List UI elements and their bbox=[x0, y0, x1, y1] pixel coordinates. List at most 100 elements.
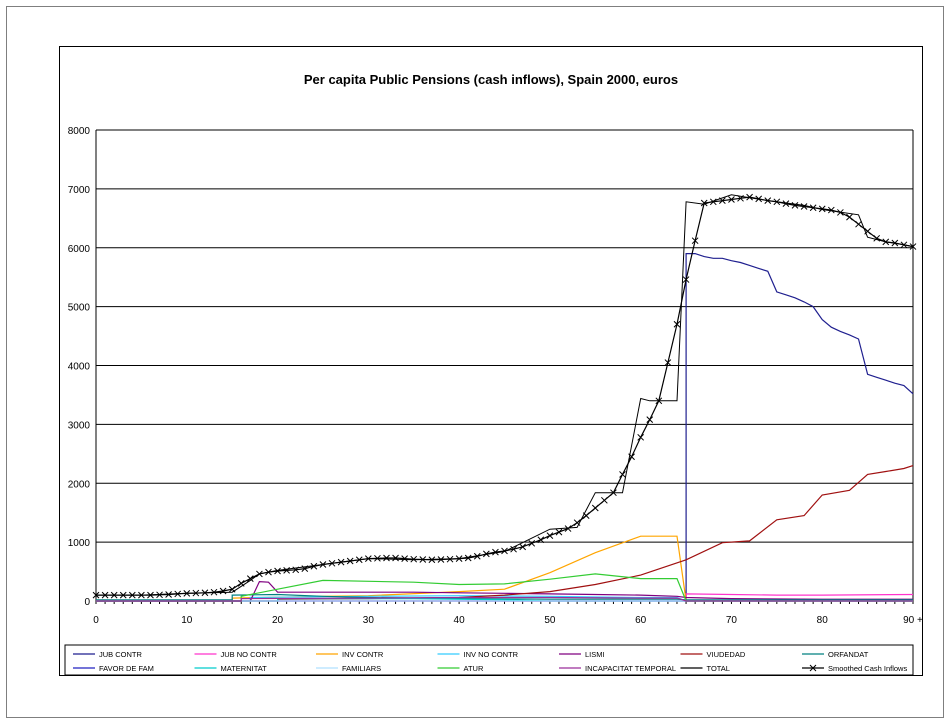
y-tick-label: 1000 bbox=[68, 538, 91, 549]
series-marker-smoothed-cash-inflows bbox=[546, 532, 554, 540]
series-marker-smoothed-cash-inflows bbox=[319, 561, 327, 568]
series-marker-smoothed-cash-inflows bbox=[346, 557, 354, 565]
series-marker-smoothed-cash-inflows bbox=[591, 504, 599, 512]
series-marker-smoothed-cash-inflows bbox=[210, 588, 218, 596]
series-marker-smoothed-cash-inflows bbox=[437, 556, 445, 563]
series-marker-smoothed-cash-inflows bbox=[873, 234, 881, 242]
series-marker-smoothed-cash-inflows bbox=[101, 591, 109, 599]
series-marker-smoothed-cash-inflows bbox=[818, 205, 826, 213]
series-marker-smoothed-cash-inflows bbox=[537, 536, 545, 544]
series-marker-smoothed-cash-inflows bbox=[519, 543, 527, 551]
series-marker-smoothed-cash-inflows bbox=[174, 590, 182, 598]
series-marker-smoothed-cash-inflows bbox=[355, 556, 363, 564]
series-marker-smoothed-cash-inflows bbox=[582, 512, 590, 519]
series-marker-smoothed-cash-inflows bbox=[219, 587, 227, 595]
y-tick-label: 2000 bbox=[68, 479, 91, 490]
series-marker-smoothed-cash-inflows bbox=[782, 200, 790, 207]
series-marker-smoothed-cash-inflows bbox=[492, 548, 499, 556]
x-tick-label: 30 bbox=[363, 615, 375, 626]
legend-label-incapacitat-temporal: INCAPACITAT TEMPORAL bbox=[585, 664, 676, 673]
series-marker-smoothed-cash-inflows bbox=[891, 239, 899, 247]
series-line-total bbox=[96, 194, 914, 596]
series-marker-smoothed-cash-inflows bbox=[119, 591, 127, 599]
legend-label-jub-contr: JUB CONTR bbox=[99, 650, 143, 659]
x-tick-label: 70 bbox=[726, 615, 738, 626]
series-marker-smoothed-cash-inflows bbox=[274, 567, 281, 575]
series-marker-smoothed-cash-inflows bbox=[900, 241, 908, 249]
series-marker-smoothed-cash-inflows bbox=[764, 197, 772, 205]
legend-marker-smoothed-cash-inflows bbox=[809, 664, 817, 672]
legend-label-lismi: LISMI bbox=[585, 650, 605, 659]
series-line-atur bbox=[96, 573, 913, 602]
y-tick-label: 3000 bbox=[68, 420, 91, 431]
series-marker-smoothed-cash-inflows bbox=[128, 591, 136, 599]
series-marker-smoothed-cash-inflows bbox=[156, 591, 163, 599]
x-tick-label: 20 bbox=[272, 615, 284, 626]
series-marker-smoothed-cash-inflows bbox=[138, 591, 145, 599]
y-tick-label: 7000 bbox=[68, 185, 91, 196]
series-marker-smoothed-cash-inflows bbox=[183, 589, 191, 597]
x-tick-label: 50 bbox=[544, 615, 556, 626]
series-marker-smoothed-cash-inflows bbox=[737, 194, 744, 202]
series-marker-smoothed-cash-inflows bbox=[664, 359, 672, 366]
series-marker-smoothed-cash-inflows bbox=[482, 550, 490, 558]
series-marker-smoothed-cash-inflows bbox=[383, 554, 390, 562]
legend-label-orfandat: ORFANDAT bbox=[828, 650, 869, 659]
series-line-incapacitat-temporal bbox=[96, 596, 913, 602]
series-marker-smoothed-cash-inflows bbox=[709, 198, 717, 206]
series-marker-smoothed-cash-inflows bbox=[601, 496, 608, 504]
series-marker-smoothed-cash-inflows bbox=[110, 591, 118, 599]
series-marker-smoothed-cash-inflows bbox=[691, 237, 699, 245]
series-marker-smoothed-cash-inflows bbox=[501, 547, 508, 555]
legend-label-familiars: FAMILIARS bbox=[342, 664, 381, 673]
series-marker-smoothed-cash-inflows bbox=[746, 193, 753, 201]
series-marker-smoothed-cash-inflows bbox=[464, 554, 472, 562]
series-marker-smoothed-cash-inflows bbox=[92, 591, 100, 599]
x-tick-label: 80 bbox=[817, 615, 829, 626]
series-marker-smoothed-cash-inflows bbox=[673, 320, 681, 328]
series-marker-smoothed-cash-inflows bbox=[256, 570, 263, 578]
series-marker-smoothed-cash-inflows bbox=[428, 556, 436, 564]
x-tick-label: 10 bbox=[181, 615, 193, 626]
series-marker-smoothed-cash-inflows bbox=[655, 397, 663, 405]
series-marker-smoothed-cash-inflows bbox=[292, 566, 300, 574]
legend-label-total: TOTAL bbox=[707, 664, 730, 673]
legend-label-jub-no-contr: JUB NO CONTR bbox=[221, 650, 278, 659]
series-marker-smoothed-cash-inflows bbox=[809, 204, 817, 212]
series-marker-smoothed-cash-inflows bbox=[909, 243, 917, 250]
series-marker-smoothed-cash-inflows bbox=[837, 209, 844, 216]
series-marker-smoothed-cash-inflows bbox=[555, 528, 563, 536]
series-marker-smoothed-cash-inflows bbox=[228, 585, 236, 593]
series-marker-smoothed-cash-inflows bbox=[800, 203, 808, 210]
y-tick-label: 8000 bbox=[68, 126, 91, 137]
series-marker-smoothed-cash-inflows bbox=[728, 196, 735, 203]
legend-label-maternitat: MATERNITAT bbox=[221, 664, 268, 673]
x-tick-label: 90 + bbox=[903, 615, 923, 626]
series-marker-smoothed-cash-inflows bbox=[682, 276, 690, 283]
series-marker-smoothed-cash-inflows bbox=[864, 227, 871, 235]
series-line-viudedad bbox=[96, 465, 914, 602]
series-marker-smoothed-cash-inflows bbox=[473, 552, 481, 560]
series-marker-smoothed-cash-inflows bbox=[455, 555, 463, 562]
series-marker-smoothed-cash-inflows bbox=[265, 568, 272, 576]
legend-label-viudedad: VIUDEDAD bbox=[707, 650, 746, 659]
series-marker-smoothed-cash-inflows bbox=[619, 471, 626, 478]
y-tick-label: 0 bbox=[84, 597, 90, 608]
y-tick-label: 4000 bbox=[68, 362, 91, 373]
series-marker-smoothed-cash-inflows bbox=[882, 238, 890, 246]
series-marker-smoothed-cash-inflows bbox=[573, 519, 581, 527]
series-marker-smoothed-cash-inflows bbox=[564, 525, 572, 532]
x-tick-label: 60 bbox=[635, 615, 647, 626]
y-tick-label: 6000 bbox=[68, 244, 91, 255]
series-marker-smoothed-cash-inflows bbox=[201, 589, 209, 597]
series-marker-smoothed-cash-inflows bbox=[392, 554, 399, 562]
series-marker-smoothed-cash-inflows bbox=[310, 562, 318, 570]
series-marker-smoothed-cash-inflows bbox=[337, 558, 345, 566]
series-marker-smoothed-cash-inflows bbox=[410, 555, 418, 563]
series-line-jub-contr bbox=[96, 253, 914, 602]
series-marker-smoothed-cash-inflows bbox=[374, 554, 381, 562]
series-marker-smoothed-cash-inflows bbox=[446, 555, 454, 563]
series-marker-smoothed-cash-inflows bbox=[610, 489, 617, 497]
series-marker-smoothed-cash-inflows bbox=[755, 195, 763, 203]
